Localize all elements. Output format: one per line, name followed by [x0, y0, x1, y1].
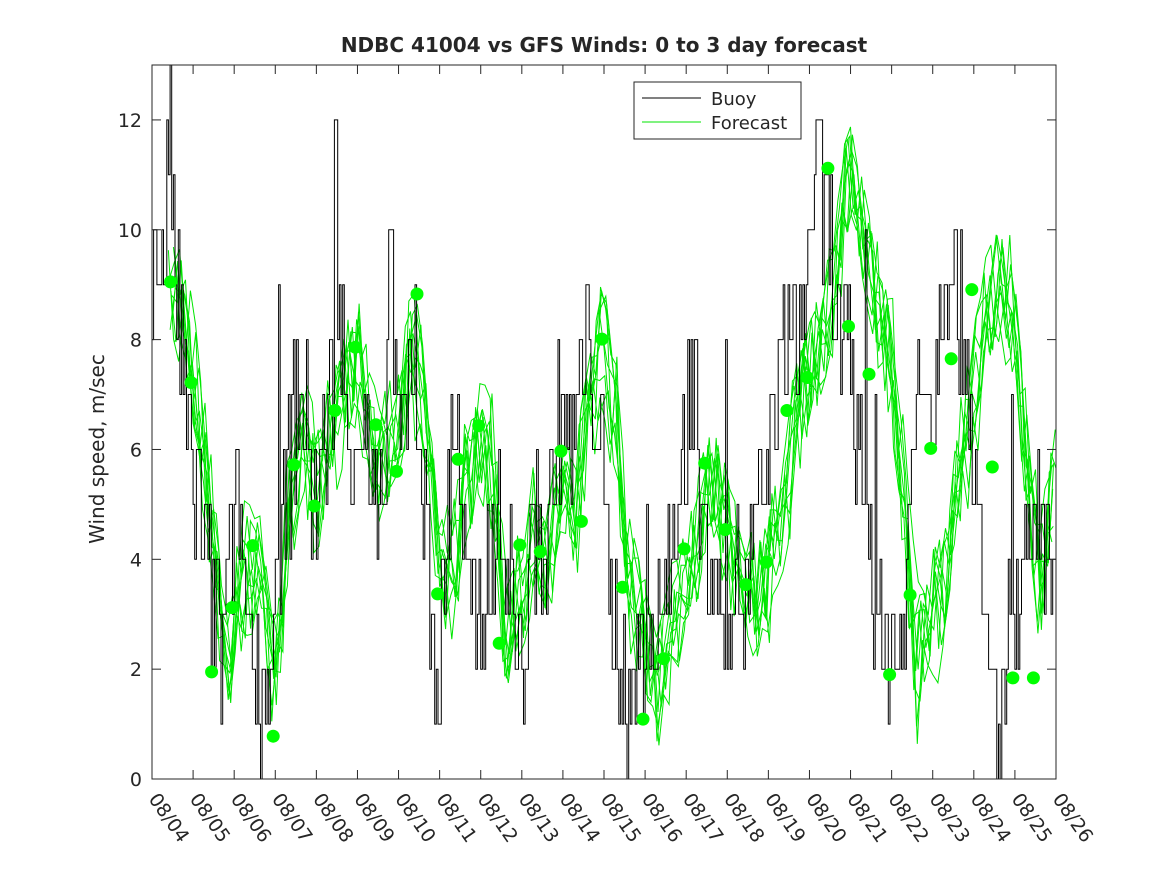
y-axis-ticks: 0 2 4 6 8 10 12: [118, 110, 1056, 791]
forecast-point: [780, 404, 794, 417]
forecast-point: [698, 456, 712, 470]
forecast-point: [965, 283, 979, 297]
forecast-point: [759, 555, 773, 569]
legend-forecast-label: Forecast: [711, 113, 787, 134]
forecast-markers: [164, 161, 1040, 743]
plot-area: [151, 64, 1057, 780]
forecast-lines: [167, 126, 1056, 746]
forecast-point: [410, 287, 424, 301]
y-tick-label: 0: [130, 769, 142, 791]
buoy-lines: [152, 65, 1056, 779]
chart-title: NDBC 41004 vs GFS Winds: 0 to 3 day fore…: [341, 33, 868, 57]
y-axis-label: Wind speed, m/sec: [85, 354, 109, 544]
forecast-point: [533, 545, 547, 559]
forecast-point: [472, 419, 486, 433]
forecast-point: [574, 514, 588, 528]
forecast-point: [287, 458, 301, 472]
forecast-point: [821, 161, 835, 175]
forecast-point: [348, 340, 362, 354]
forecast-point: [616, 580, 629, 594]
forecast-point: [390, 464, 403, 478]
y-tick-label: 6: [130, 439, 142, 461]
legend-box: [633, 81, 802, 140]
forecast-point: [903, 588, 917, 602]
forecast-point: [246, 539, 260, 553]
forecast-point: [862, 367, 876, 381]
forecast-point: [800, 371, 814, 384]
buoy-series-line: [152, 65, 1056, 779]
forecast-point: [944, 352, 958, 366]
forecast-point: [266, 729, 280, 743]
forecast-point: [677, 542, 691, 556]
forecast-point: [513, 538, 527, 552]
forecast-point: [328, 404, 342, 417]
forecast-point: [451, 452, 465, 466]
forecast-point: [985, 460, 999, 474]
forecast-point: [883, 668, 897, 682]
forecast-point: [1026, 671, 1040, 685]
forecast-point: [718, 523, 732, 537]
forecast-series-line: [167, 148, 1053, 706]
legend-buoy-label: Buoy: [711, 89, 757, 110]
forecast-point: [636, 712, 650, 726]
forecast-point: [164, 275, 177, 289]
forecast-point: [924, 441, 938, 455]
forecast-point: [431, 587, 445, 601]
y-tick-label: 8: [130, 330, 142, 352]
forecast-point: [307, 499, 321, 513]
y-tick-label: 10: [118, 220, 142, 242]
y-tick-label: 2: [130, 659, 142, 681]
forecast-point: [595, 332, 609, 346]
y-tick-label: 4: [130, 549, 142, 571]
forecast-point: [492, 636, 506, 650]
legend: Buoy Forecast: [633, 81, 802, 140]
forecast-point: [184, 376, 198, 389]
forecast-point: [657, 652, 671, 666]
forecast-point: [1006, 671, 1020, 685]
forecast-point: [739, 578, 753, 592]
forecast-point: [554, 444, 568, 458]
forecast-point: [842, 319, 855, 333]
forecast-point: [205, 665, 219, 679]
forecast-point: [225, 601, 239, 615]
forecast-point: [369, 418, 383, 432]
forecast-series-line: [174, 168, 1054, 726]
y-tick-label: 12: [118, 110, 142, 132]
